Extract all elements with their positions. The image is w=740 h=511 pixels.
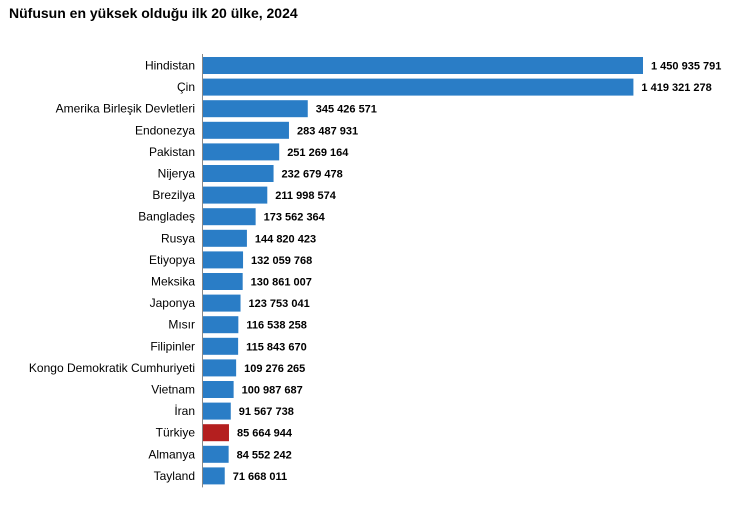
category-label: Amerika Birleşik Devletleri: [56, 102, 195, 116]
category-label: Bangladeş: [138, 210, 195, 224]
category-label: Mısır: [168, 318, 195, 332]
bar: [203, 424, 229, 442]
category-label: Brezilya: [152, 188, 195, 202]
category-label: Kongo Demokratik Cumhuriyeti: [29, 361, 195, 375]
value-label: 84 552 242: [237, 449, 292, 461]
bar: [203, 273, 243, 290]
value-label: 345 426 571: [316, 104, 377, 116]
bar: [203, 251, 244, 269]
category-label: Hindistan: [145, 59, 195, 73]
bar: [203, 143, 280, 161]
value-label: 251 269 164: [287, 147, 349, 159]
category-label: Türkiye: [156, 426, 196, 440]
category-label: Vietnam: [151, 383, 195, 397]
value-label: 211 998 574: [275, 190, 336, 202]
value-label: 71 668 011: [233, 471, 287, 483]
bar: [203, 100, 308, 118]
bar: [203, 445, 229, 463]
value-label: 132 059 768: [251, 255, 312, 267]
category-label: İran: [174, 404, 195, 418]
bar: [203, 229, 247, 247]
category-label: Japonya: [150, 296, 196, 310]
category-label: Çin: [177, 80, 195, 94]
bar: [203, 402, 231, 420]
value-label: 115 843 670: [246, 341, 307, 353]
value-label: 85 664 944: [237, 428, 293, 440]
chart-title: Nüfusun en yüksek olduğu ilk 20 ülke, 20…: [9, 5, 298, 21]
bar: [203, 316, 239, 334]
value-label: 91 567 738: [239, 406, 294, 418]
value-label: 283 487 931: [297, 125, 358, 137]
value-label: 144 820 423: [255, 233, 316, 245]
category-label: Endonezya: [135, 123, 195, 137]
value-label: 1 450 935 791: [651, 61, 721, 73]
bar: [203, 208, 256, 226]
value-label: 173 562 364: [264, 212, 326, 224]
category-label: Nijerya: [158, 167, 196, 181]
value-label: 232 679 478: [282, 169, 343, 181]
bar: [203, 121, 289, 139]
bar: [203, 337, 239, 355]
bar: [203, 186, 268, 204]
value-label: 109 276 265: [244, 363, 305, 375]
category-label: Meksika: [151, 275, 195, 289]
bar: [203, 165, 274, 182]
bar: [203, 57, 643, 74]
category-label: Almanya: [148, 447, 195, 461]
value-label: 123 753 041: [249, 298, 310, 310]
bar: [203, 467, 225, 485]
category-label: Etiyopya: [149, 253, 195, 267]
value-label: 1 419 321 278: [641, 82, 711, 94]
bar: [203, 359, 237, 377]
bar: [203, 78, 634, 96]
bar: [203, 294, 241, 312]
value-label: 116 538 258: [246, 320, 307, 332]
category-label: Tayland: [154, 469, 195, 483]
value-label: 100 987 687: [242, 385, 303, 397]
bar: [203, 381, 234, 398]
category-label: Pakistan: [149, 145, 195, 159]
category-label: Rusya: [161, 231, 195, 245]
value-label: 130 861 007: [251, 277, 312, 289]
category-label: Filipinler: [150, 339, 195, 353]
